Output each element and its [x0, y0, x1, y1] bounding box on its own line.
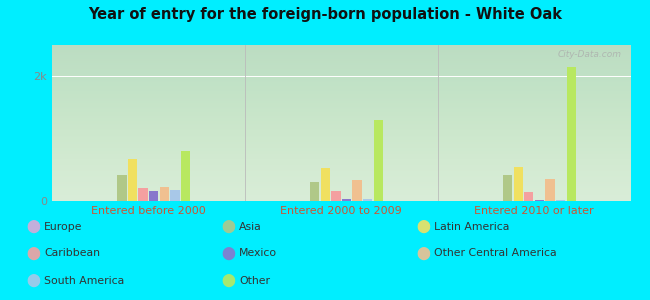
Bar — [160, 187, 169, 201]
Text: ⬤: ⬤ — [221, 274, 235, 287]
Bar — [181, 151, 190, 201]
Bar — [374, 120, 383, 201]
Bar — [363, 199, 372, 201]
Text: Latin America: Latin America — [434, 221, 510, 232]
Text: ⬤: ⬤ — [26, 220, 40, 233]
Bar — [342, 199, 351, 201]
Text: Caribbean: Caribbean — [44, 248, 100, 259]
Bar — [170, 190, 179, 201]
Bar — [107, 200, 116, 201]
Bar — [149, 191, 159, 201]
Text: City-Data.com: City-Data.com — [558, 50, 622, 59]
Bar — [524, 192, 534, 201]
Text: ⬤: ⬤ — [221, 247, 235, 260]
Text: ⬤: ⬤ — [221, 220, 235, 233]
Text: ⬤: ⬤ — [26, 274, 40, 287]
Text: ⬤: ⬤ — [26, 247, 40, 260]
Text: Year of entry for the foreign-born population - White Oak: Year of entry for the foreign-born popul… — [88, 8, 562, 22]
Text: Europe: Europe — [44, 221, 83, 232]
Text: ⬤: ⬤ — [416, 247, 430, 260]
Bar — [556, 200, 566, 201]
Bar — [545, 179, 554, 201]
Bar — [320, 168, 330, 201]
Text: Other Central America: Other Central America — [434, 248, 557, 259]
Bar — [503, 176, 512, 201]
Bar — [567, 67, 576, 201]
Text: Mexico: Mexico — [239, 248, 278, 259]
Bar — [535, 200, 544, 201]
Bar — [332, 191, 341, 201]
Text: South America: South America — [44, 275, 124, 286]
Bar — [117, 175, 127, 201]
Text: Asia: Asia — [239, 221, 262, 232]
Text: ⬤: ⬤ — [416, 220, 430, 233]
Bar — [128, 159, 137, 201]
Bar — [514, 167, 523, 201]
Text: Other: Other — [239, 275, 270, 286]
Bar — [310, 182, 319, 201]
Bar — [352, 180, 362, 201]
Bar — [138, 188, 148, 201]
